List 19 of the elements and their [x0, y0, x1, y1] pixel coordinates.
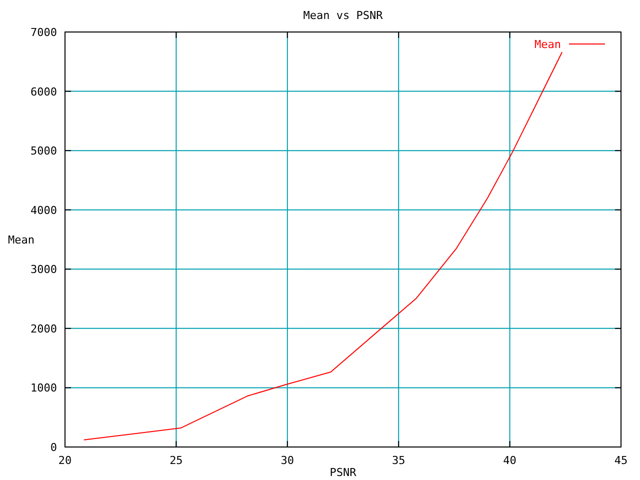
y-tick-label: 4000 — [30, 204, 57, 217]
y-tick-label: 0 — [50, 441, 57, 454]
x-tick-label: 25 — [170, 454, 183, 467]
y-tick-label: 6000 — [30, 85, 57, 98]
chart-title: Mean vs PSNR — [303, 9, 384, 22]
y-tick-label: 2000 — [30, 322, 57, 336]
y-tick-label: 5000 — [30, 144, 57, 158]
line-series — [83, 52, 563, 440]
x-tick-label: 30 — [280, 454, 294, 467]
y-tick-label: 3000 — [30, 263, 57, 276]
y-axis-title: Mean — [8, 234, 34, 246]
legend-label: Mean — [534, 38, 561, 51]
x-tick-label: 40 — [503, 454, 516, 467]
y-tick-label: 7000 — [30, 26, 57, 39]
x-axis-title: PSNR — [330, 466, 357, 479]
x-tick-label: 45 — [614, 454, 628, 467]
y-tick-label: 1000 — [30, 382, 57, 395]
x-tick-label: 35 — [392, 454, 406, 467]
x-tick-label: 20 — [58, 454, 72, 467]
